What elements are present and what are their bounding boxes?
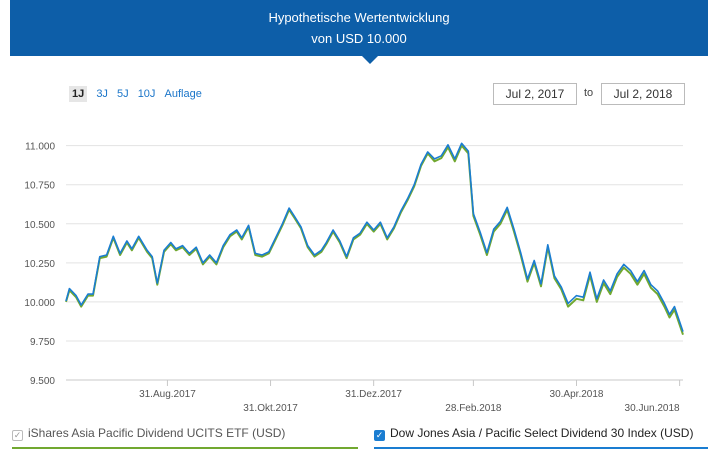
chart-series [65,142,684,336]
x-tick-label: 31.Okt.2017 [243,403,298,414]
range-5j-button[interactable]: 5J [117,88,129,100]
x-tick-label: 31.Dez.2017 [345,389,402,400]
series-line-etf [65,144,684,336]
y-tick-label: 9.750 [30,337,55,348]
range-10j-button[interactable]: 10J [137,88,156,100]
range-selector: 1J 3J 5J 10J Auflage [69,86,208,102]
checkbox-icon[interactable]: ✓ [12,430,23,441]
y-tick-label: 11.000 [25,142,55,153]
y-tick-label: 10.750 [24,181,55,192]
y-tick-label: 9.500 [30,376,55,387]
range-auflage-button[interactable]: Auflage [164,88,202,100]
range-1j-button[interactable]: 1J [69,86,88,102]
legend-label-etf: iShares Asia Pacific Dividend UCITS ETF … [28,426,286,440]
y-tick-label: 10.250 [24,259,55,270]
date-to-input[interactable]: Jul 2, 2018 [601,83,685,105]
header-title: Hypothetische Wertentwicklung [268,10,450,25]
chart-grid [66,145,683,381]
legend-item-etf[interactable]: ✓ iShares Asia Pacific Dividend UCITS ETF… [12,423,358,449]
x-tick-label: 31.Aug.2017 [139,389,196,400]
range-3j-button[interactable]: 3J [96,88,108,100]
performance-chart: 9.500 9.750 10.000 10.250 10.500 10.750 11.000… [24,142,684,414]
chart-header: Hypothetische Wertentwicklung von USD 10… [10,0,708,64]
x-tick-label: 30.Jun.2018 [625,403,680,414]
date-from-input[interactable]: Jul 2, 2017 [493,83,577,105]
header-pointer [362,56,378,64]
x-tick-label: 28.Feb.2018 [445,403,502,414]
legend-item-index[interactable]: ✓ Dow Jones Asia / Pacific Select Dividen… [374,423,708,449]
y-axis: 9.500 9.750 10.000 10.250 10.500 10.750 11.000 [24,142,55,387]
x-tick-label: 30.Apr.2018 [550,389,604,400]
chart-legend: ✓ iShares Asia Pacific Dividend UCITS ETF… [10,423,708,449]
header-subtitle: von USD 10.000 [311,31,407,46]
series-line-index [65,142,684,332]
y-tick-label: 10.000 [24,298,55,309]
legend-label-index: Dow Jones Asia / Pacific Select Dividend… [390,426,694,440]
y-tick-label: 10.500 [24,220,55,231]
x-axis: 31.Aug.2017 31.Okt.2017 31.Dez.2017 28.Feb.… [66,379,683,414]
date-to-label: to [584,87,594,99]
checkbox-checked-icon[interactable]: ✓ [374,430,385,441]
